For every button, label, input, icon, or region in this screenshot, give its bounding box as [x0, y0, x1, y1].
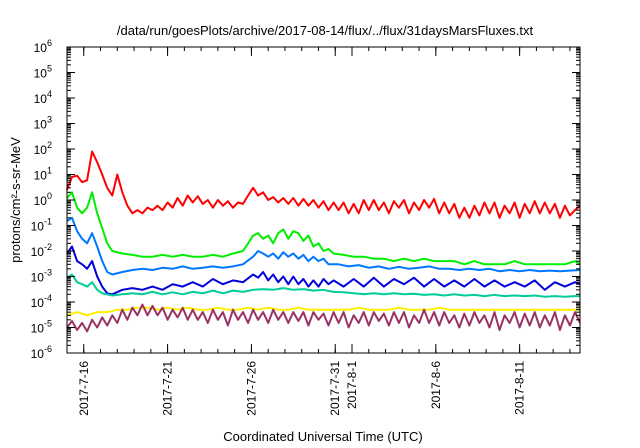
series-line-2	[66, 191, 581, 266]
series-line-5	[66, 273, 580, 298]
x-tick-label: 2017-7-26	[244, 361, 258, 416]
x-tick-label: 2017-8-11	[513, 361, 527, 415]
series-line-6	[66, 306, 580, 317]
y-axis-label: protons/cm²-s-sr-MeV	[8, 137, 23, 263]
series-layer	[66, 150, 581, 333]
series-line-4	[66, 245, 581, 296]
x-tick-label: 2017-8-6	[429, 361, 443, 409]
x-tick-label: 2017-8-1	[345, 361, 359, 409]
x-tick-label: 2017-7-16	[77, 361, 91, 416]
series-line-3	[66, 216, 581, 276]
chart-title: /data/run/goesPlots/archive/2017-08-14/f…	[117, 23, 534, 38]
x-axis-label: Coordinated Universal Time (UTC)	[223, 429, 422, 444]
series-line-7	[66, 303, 581, 333]
x-tick-label: 2017-7-21	[161, 361, 175, 416]
series-line-1	[66, 150, 581, 219]
x-tick-label: 2017-7-31	[328, 361, 342, 416]
x-axis: 2017-7-16 2017-7-21 2017-7-26 2017-7-31 2017…	[66, 47, 571, 416]
